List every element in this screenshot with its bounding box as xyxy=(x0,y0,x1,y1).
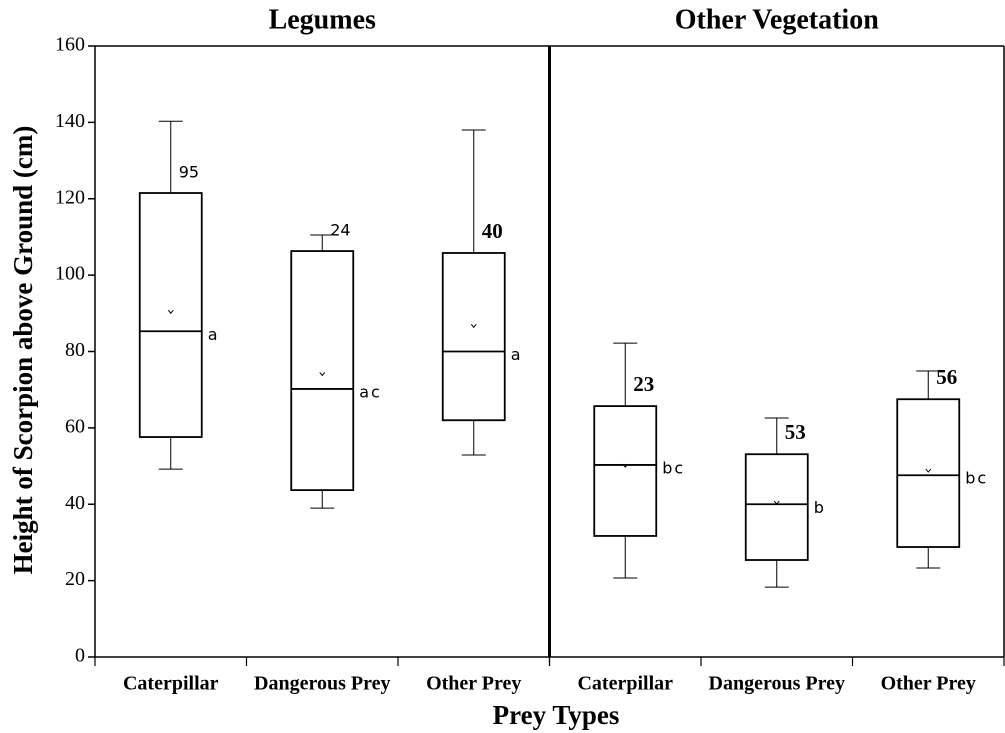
box xyxy=(593,405,658,537)
group-letter: ac xyxy=(359,382,382,401)
box xyxy=(441,252,506,422)
x-tick-label: Other Prey xyxy=(881,673,976,695)
y-tick-label: 40 xyxy=(65,492,85,514)
mean-marker xyxy=(773,500,780,505)
mean-marker xyxy=(319,372,326,377)
count-label: 24 xyxy=(330,221,350,240)
x-tick-label: Dangerous Prey xyxy=(254,673,390,695)
box xyxy=(138,192,203,438)
mean-marker xyxy=(925,468,932,473)
count-label: 95 xyxy=(179,163,199,182)
x-tick-label: Other Prey xyxy=(426,673,521,695)
x-axis-title: Prey Types xyxy=(493,700,620,730)
y-tick-label: 20 xyxy=(65,568,85,590)
group-letter: bc xyxy=(965,469,988,488)
box xyxy=(744,453,809,561)
x-tick-label: Caterpillar xyxy=(123,673,219,695)
panel-title: Legumes xyxy=(269,4,376,35)
y-tick-label: 140 xyxy=(55,110,85,132)
box xyxy=(896,398,961,548)
x-tick-label: Dangerous Prey xyxy=(709,673,845,695)
y-tick-label: 0 xyxy=(75,645,85,667)
y-tick-label: 60 xyxy=(65,415,85,437)
box xyxy=(290,250,355,492)
x-tick-label: Caterpillar xyxy=(577,673,673,695)
group-letter: b xyxy=(814,498,826,517)
mean-marker xyxy=(622,463,629,468)
y-tick-label: 120 xyxy=(55,186,85,208)
y-tick-label: 100 xyxy=(55,263,85,285)
mean-marker xyxy=(167,309,174,314)
panel-title: Other Vegetation xyxy=(675,4,879,35)
y-tick-label: 160 xyxy=(55,34,85,56)
y-axis-title: Height of Scorpion above Ground (cm) xyxy=(8,126,38,575)
count-label: 23 xyxy=(633,372,654,396)
group-letter: bc xyxy=(662,458,685,477)
count-label: 40 xyxy=(482,219,503,243)
y-tick-label: 80 xyxy=(65,339,85,361)
count-label: 53 xyxy=(785,420,806,444)
count-label: 56 xyxy=(936,365,957,389)
mean-marker xyxy=(470,323,477,329)
group-letter: a xyxy=(511,345,523,364)
group-letter: a xyxy=(208,325,220,344)
